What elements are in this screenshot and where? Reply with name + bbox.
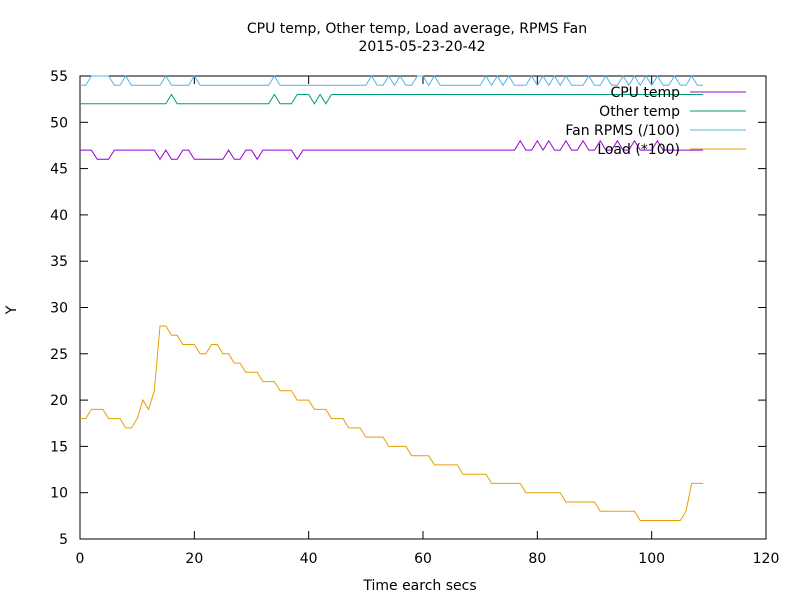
y-tick-label: 10 [50,486,68,502]
chart-title: CPU temp, Other temp, Load average, RPMS… [247,21,587,37]
y-tick-label: 15 [50,439,68,455]
y-tick-label: 40 [50,208,68,224]
legend-label: Other temp [599,104,680,120]
x-axis: 0 20 40 60 80 100 120 [76,76,780,567]
series-line-3 [80,325,704,521]
y-tick-label: 50 [50,115,68,131]
x-axis-label: Time earch secs [362,578,476,594]
x-tick-label: 100 [638,551,665,567]
x-tick-label: 20 [185,551,203,567]
x-tick-label: 80 [528,551,546,567]
x-tick-label: 60 [414,551,432,567]
y-tick-label: 55 [50,69,68,85]
legend-label: Load (*100) [597,142,680,158]
y-tick-label: 30 [50,301,68,317]
y-axis-label: Y [4,305,20,315]
legend-label: CPU temp [610,85,680,101]
chart-subtitle: 2015-05-23-20-42 [358,39,485,55]
y-axis: 5 10 15 20 25 30 35 40 45 50 55 [50,69,766,548]
y-tick-label: 35 [50,254,68,270]
x-tick-label: 40 [300,551,318,567]
x-tick-label: 120 [753,551,780,567]
series-line-1 [80,93,704,105]
series-line-0 [80,139,704,161]
y-tick-label: 45 [50,162,68,178]
series-line-2 [80,75,704,87]
legend-label: Fan RPMS (/100) [565,123,680,139]
y-tick-label: 20 [50,393,68,409]
legend: CPU temp Other temp Fan RPMS (/100) Load (*… [565,85,746,158]
y-tick-label: 5 [59,532,68,548]
y-tick-label: 25 [50,347,68,363]
series-lines [80,75,704,521]
x-tick-label: 0 [76,551,85,567]
